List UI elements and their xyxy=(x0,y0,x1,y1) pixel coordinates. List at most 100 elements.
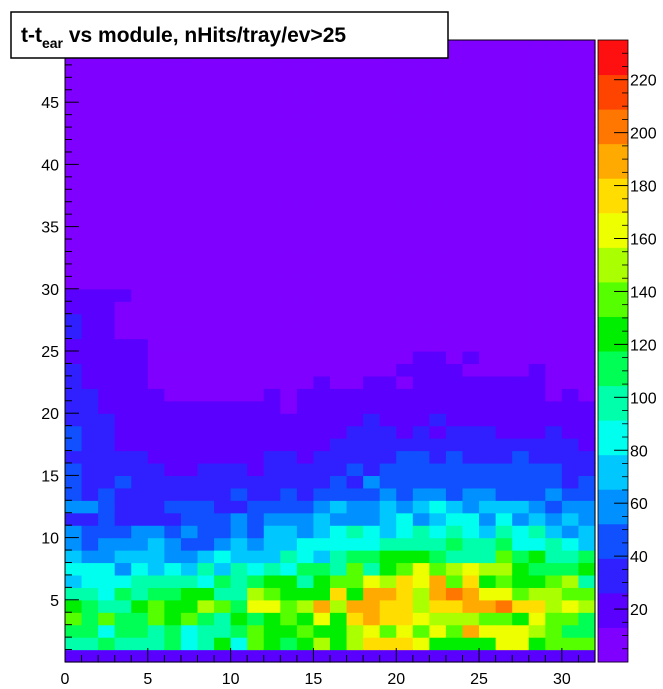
heatmap-cell xyxy=(181,90,198,103)
heatmap-cell xyxy=(347,351,364,364)
heatmap-cell xyxy=(578,451,595,464)
heatmap-cell xyxy=(198,202,215,215)
heatmap-cell xyxy=(562,426,579,439)
heatmap-cell xyxy=(396,575,413,588)
heatmap-cell xyxy=(529,475,546,488)
heatmap-cell xyxy=(562,40,579,53)
heatmap-cell xyxy=(545,525,562,538)
heatmap-cell xyxy=(115,637,132,650)
heatmap-cell xyxy=(98,625,115,638)
heatmap-cell xyxy=(280,127,297,140)
heatmap-cell xyxy=(264,513,281,526)
heatmap-cell xyxy=(380,500,397,513)
heatmap-cell xyxy=(496,140,513,153)
heatmap-cell xyxy=(578,538,595,551)
heatmap-cell xyxy=(115,363,132,376)
heatmap-cell xyxy=(380,401,397,414)
heatmap-cell xyxy=(231,140,248,153)
heatmap-cell xyxy=(247,562,264,575)
heatmap-cell xyxy=(264,575,281,588)
heatmap-cell xyxy=(496,40,513,53)
heatmap-cell xyxy=(297,115,314,128)
heatmap-cell xyxy=(578,339,595,352)
heatmap-cell xyxy=(264,650,281,663)
heatmap-cell xyxy=(264,438,281,451)
heatmap-cell xyxy=(198,587,215,600)
heatmap-cell xyxy=(512,500,529,513)
heatmap-cell xyxy=(429,289,446,302)
heatmap-cell xyxy=(429,600,446,613)
heatmap-cell xyxy=(479,451,496,464)
heatmap-cell xyxy=(82,500,99,513)
heatmap-cell xyxy=(578,102,595,115)
heatmap-cell xyxy=(65,363,82,376)
heatmap-cell xyxy=(198,301,215,314)
heatmap-cell xyxy=(396,164,413,177)
heatmap-cell xyxy=(131,264,148,277)
heatmap-cell xyxy=(82,227,99,240)
heatmap-cell xyxy=(413,513,430,526)
heatmap-cell xyxy=(429,625,446,638)
heatmap-cell xyxy=(562,339,579,352)
heatmap-cell xyxy=(131,600,148,613)
heatmap-cell xyxy=(413,90,430,103)
heatmap-cell xyxy=(529,575,546,588)
heatmap-cell xyxy=(479,388,496,401)
heatmap-cell xyxy=(429,264,446,277)
heatmap-cell xyxy=(98,550,115,563)
heatmap-cell xyxy=(347,239,364,252)
heatmap-cell xyxy=(446,214,463,227)
heatmap-cell xyxy=(181,227,198,240)
heatmap-cell xyxy=(463,152,480,165)
z-tick-label: 20 xyxy=(630,602,648,619)
heatmap-cell xyxy=(545,463,562,476)
heatmap-cell xyxy=(529,239,546,252)
heatmap-cell xyxy=(529,214,546,227)
heatmap-cell xyxy=(297,189,314,202)
heatmap-cell xyxy=(529,388,546,401)
heatmap-cell xyxy=(297,500,314,513)
heatmap-cell xyxy=(363,650,380,663)
y-tick-label: 45 xyxy=(41,95,59,112)
heatmap-cell xyxy=(578,413,595,426)
heatmap-cell xyxy=(463,500,480,513)
heatmap-cell xyxy=(231,77,248,90)
heatmap-cell xyxy=(98,65,115,78)
heatmap-cell xyxy=(347,550,364,563)
heatmap-cell xyxy=(198,177,215,190)
heatmap-cell xyxy=(198,276,215,289)
heatmap-cell xyxy=(330,575,347,588)
heatmap-cell xyxy=(479,401,496,414)
heatmap-cell xyxy=(264,600,281,613)
heatmap-cell xyxy=(264,115,281,128)
title-main: t-t xyxy=(21,24,42,47)
heatmap-cell xyxy=(578,575,595,588)
heatmap-cell xyxy=(280,463,297,476)
heatmap-cell xyxy=(264,463,281,476)
heatmap-cell xyxy=(330,426,347,439)
heatmap-cell xyxy=(396,264,413,277)
heatmap-cell xyxy=(65,401,82,414)
heatmap-cell xyxy=(313,525,330,538)
heatmap-cell xyxy=(264,326,281,339)
heatmap-cell xyxy=(529,40,546,53)
heatmap-cell xyxy=(463,451,480,464)
heatmap-cell xyxy=(231,102,248,115)
heatmap-cell xyxy=(446,463,463,476)
heatmap-cell xyxy=(181,413,198,426)
heatmap-cell xyxy=(396,475,413,488)
heatmap-cell xyxy=(231,239,248,252)
heatmap-cell xyxy=(98,214,115,227)
heatmap-cell xyxy=(313,326,330,339)
heatmap-cell xyxy=(231,189,248,202)
heatmap-cell xyxy=(396,451,413,464)
heatmap-cell xyxy=(562,326,579,339)
heatmap-cell xyxy=(65,637,82,650)
heatmap-cell xyxy=(214,65,231,78)
heatmap-cell xyxy=(148,202,165,215)
heatmap-cell xyxy=(529,115,546,128)
heatmap-cell xyxy=(98,413,115,426)
heatmap-cell xyxy=(347,575,364,588)
heatmap-cell xyxy=(578,587,595,600)
heatmap-cell xyxy=(330,326,347,339)
